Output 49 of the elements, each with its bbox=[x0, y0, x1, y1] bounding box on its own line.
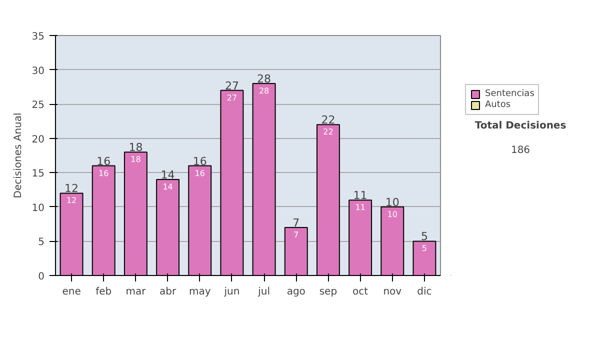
y-tick-label: 30 bbox=[32, 66, 45, 77]
total-label: 16 bbox=[192, 154, 207, 168]
y-tick-label: 15 bbox=[32, 168, 45, 180]
legend-label: Autos bbox=[485, 100, 511, 110]
data-label: 18 bbox=[130, 155, 141, 164]
y-tick-label: 25 bbox=[32, 100, 45, 112]
x-tick-label: sep bbox=[319, 286, 338, 298]
x-tick-label: feb bbox=[96, 286, 112, 298]
text: 186 bbox=[510, 145, 530, 156]
x-tick-label: oct bbox=[352, 286, 368, 298]
data-label: 12 bbox=[66, 196, 77, 206]
total-label: 7 bbox=[292, 216, 300, 230]
text: Total Decisiones bbox=[474, 120, 566, 132]
x-tick-label: abr bbox=[160, 286, 177, 298]
total-label: 16 bbox=[96, 154, 111, 168]
data-label: 11 bbox=[355, 203, 366, 212]
total-label: 10 bbox=[385, 196, 400, 209]
total-label: 12 bbox=[64, 182, 79, 196]
y-tick-label: 20 bbox=[32, 134, 45, 146]
x-tick-label: nov bbox=[383, 286, 402, 298]
total-label: 22 bbox=[321, 114, 336, 127]
data-label: 16 bbox=[194, 168, 205, 178]
data-label: 5 bbox=[422, 244, 428, 254]
data-label: 16 bbox=[98, 168, 109, 178]
x-tick-label: may bbox=[188, 286, 211, 298]
x-tick-label: mar bbox=[126, 286, 147, 298]
total-label: 14 bbox=[160, 168, 175, 182]
data-label: 14 bbox=[162, 182, 173, 192]
x-tick-label: ago bbox=[286, 286, 306, 298]
legend-label: Sentencias bbox=[485, 89, 534, 99]
y-tick-label: 5 bbox=[38, 237, 45, 248]
x-tick-label: ene bbox=[62, 286, 81, 298]
data-label: 22 bbox=[323, 128, 334, 137]
y-tick-label: 10 bbox=[32, 202, 45, 214]
data-label: 7 bbox=[294, 230, 299, 240]
total-label: 11 bbox=[353, 189, 368, 202]
x-tick-label: jul bbox=[257, 286, 270, 298]
total-label: 28 bbox=[257, 72, 272, 86]
data-label: 27 bbox=[226, 93, 238, 102]
data-label: 28 bbox=[258, 86, 270, 96]
y-axis-title: Decisiones Anual bbox=[12, 112, 24, 198]
total-label: 27 bbox=[224, 79, 239, 92]
total-label: 18 bbox=[128, 141, 143, 154]
x-tick-label: jun bbox=[223, 286, 240, 298]
y-tick-label: 0 bbox=[38, 272, 45, 282]
data-label: 10 bbox=[387, 210, 398, 219]
y-tick-label: 35 bbox=[32, 32, 45, 42]
total-label: 5 bbox=[420, 230, 428, 244]
x-tick-label: dic bbox=[417, 286, 432, 298]
